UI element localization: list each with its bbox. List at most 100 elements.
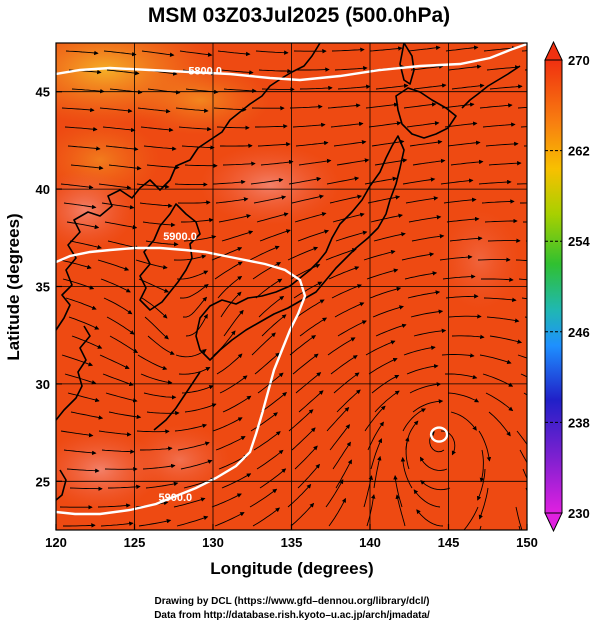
streamline xyxy=(520,126,527,128)
streamline xyxy=(477,468,486,501)
streamline xyxy=(70,411,104,420)
streamline xyxy=(522,468,527,480)
streamline xyxy=(369,46,403,52)
streamline xyxy=(103,297,133,315)
streamline xyxy=(481,199,515,204)
colorbar-tick-label: 238 xyxy=(568,415,590,430)
streamline xyxy=(410,309,444,318)
streamline xyxy=(334,66,368,71)
streamline xyxy=(222,395,252,413)
streamline xyxy=(489,84,523,90)
streamline xyxy=(255,278,283,299)
streamline xyxy=(328,266,360,280)
contour-label: 5900.0 xyxy=(163,231,197,243)
streamline xyxy=(370,438,383,470)
streamline xyxy=(137,354,168,371)
streamline xyxy=(144,316,169,340)
colorbar-max-arrow xyxy=(544,40,563,61)
streamline xyxy=(336,389,361,413)
streamline xyxy=(108,411,142,420)
streamline xyxy=(60,430,94,438)
streamline xyxy=(257,141,291,147)
streamline xyxy=(401,252,435,261)
streamline xyxy=(420,456,448,471)
streamline xyxy=(218,214,252,223)
streamline xyxy=(372,305,404,318)
streamline xyxy=(330,121,364,128)
streamline xyxy=(182,296,207,318)
streamline xyxy=(66,221,100,230)
streamline xyxy=(145,481,179,489)
streamline xyxy=(326,176,360,185)
streamline xyxy=(100,521,134,527)
streamline xyxy=(336,158,370,166)
streamline xyxy=(176,515,209,527)
pink-region xyxy=(130,425,230,495)
streamline xyxy=(183,235,217,242)
streamline xyxy=(449,236,483,242)
streamline xyxy=(138,278,170,293)
streamline xyxy=(404,271,438,280)
streamline xyxy=(253,431,281,451)
streamline xyxy=(450,159,484,166)
streamline xyxy=(258,68,292,74)
streamline xyxy=(65,297,97,310)
streamline xyxy=(178,126,212,132)
streamline xyxy=(98,183,132,190)
streamline xyxy=(444,121,478,128)
streamline xyxy=(259,229,291,242)
streamline xyxy=(261,314,287,337)
streamline xyxy=(447,140,481,147)
streamline xyxy=(440,178,474,185)
streamline xyxy=(519,449,527,464)
streamline xyxy=(140,446,173,451)
streamline xyxy=(104,221,138,230)
streamline xyxy=(173,254,207,261)
streamline xyxy=(260,392,287,413)
streamline xyxy=(179,284,209,299)
streamline xyxy=(212,179,246,185)
streamline xyxy=(59,259,92,270)
streamline xyxy=(483,46,517,52)
streamline xyxy=(250,177,284,185)
streamline xyxy=(445,294,479,299)
streamline xyxy=(297,229,330,242)
streamline xyxy=(488,411,511,437)
streamline xyxy=(179,50,213,57)
x-tick-label: 120 xyxy=(45,535,67,550)
streamline xyxy=(482,122,516,128)
streamline xyxy=(368,121,402,128)
streamline xyxy=(181,217,214,223)
streamline xyxy=(325,248,357,261)
streamline xyxy=(141,50,175,57)
china-coast xyxy=(56,325,91,421)
streamline xyxy=(250,412,278,432)
streamline xyxy=(367,195,401,204)
streamline xyxy=(177,441,210,451)
colorbar-scale xyxy=(544,59,563,514)
streamline xyxy=(214,261,243,280)
streamline xyxy=(184,403,217,413)
streamline xyxy=(69,240,102,250)
streamline xyxy=(334,302,365,318)
streamline xyxy=(98,430,132,437)
streamline xyxy=(223,309,244,337)
streamline xyxy=(331,47,365,52)
streamline xyxy=(142,463,176,470)
streamline xyxy=(136,429,170,434)
streamline xyxy=(256,449,284,470)
streamline xyxy=(366,268,399,280)
streamline xyxy=(371,374,400,394)
streamline xyxy=(290,502,315,527)
streamline xyxy=(402,408,426,432)
streamline xyxy=(294,212,327,223)
contour-label: 5900.0 xyxy=(158,492,192,504)
streamline xyxy=(409,382,442,394)
streamline xyxy=(60,183,94,190)
streamline xyxy=(258,295,285,318)
streamline xyxy=(489,335,523,344)
streamline xyxy=(439,254,473,261)
streamline xyxy=(69,486,103,491)
streamline xyxy=(66,468,100,473)
